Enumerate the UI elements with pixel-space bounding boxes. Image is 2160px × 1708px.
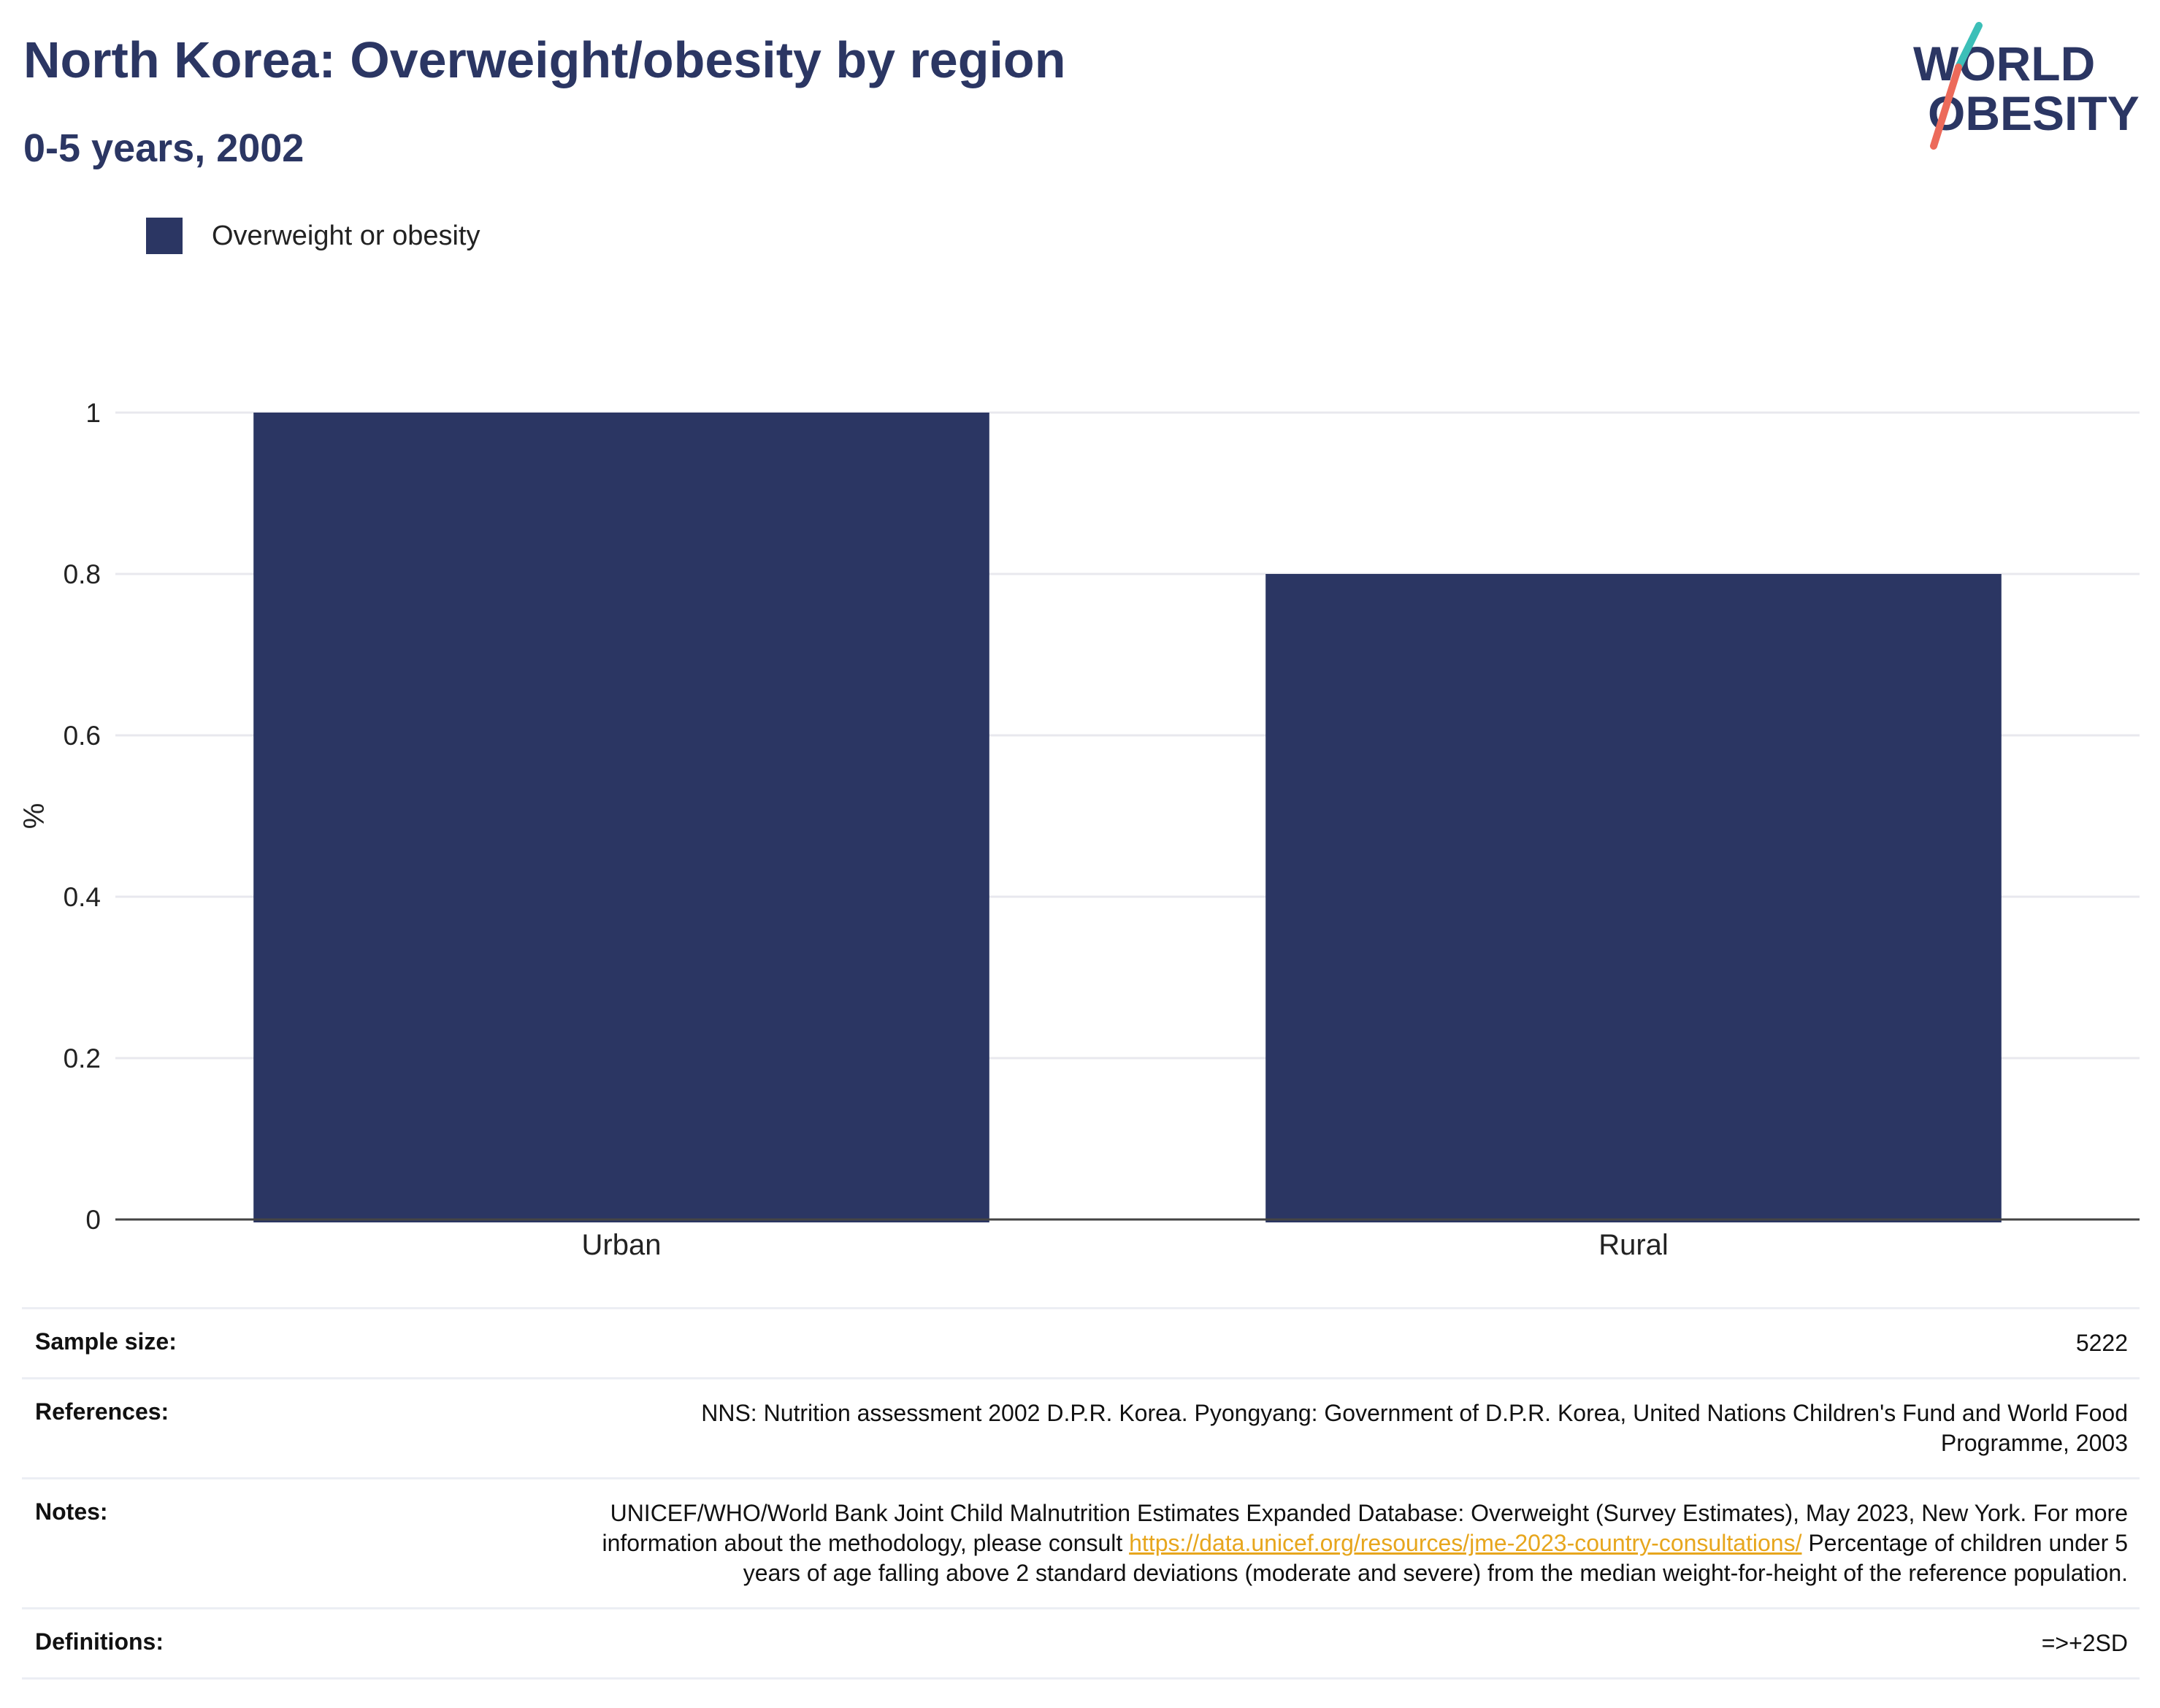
references-label: References: — [35, 1398, 169, 1425]
info-row-notes: Notes: UNICEF/WHO/World Bank Joint Child… — [22, 1477, 2140, 1607]
y-tick-label: 1 — [85, 398, 101, 428]
sample-size-label: Sample size: — [35, 1328, 177, 1355]
legend-swatch — [146, 218, 183, 254]
legend: Overweight or obesity — [146, 218, 480, 254]
bars — [253, 413, 2002, 1222]
y-axis-label: % — [18, 803, 50, 830]
logo-line1: WORLD — [1913, 37, 2095, 91]
x-tick-labels: Urban Rural — [582, 1229, 1669, 1261]
logo-line2: OBESITY — [1928, 86, 2140, 140]
bar-urban — [253, 413, 989, 1222]
y-tick-label: 0.8 — [64, 559, 101, 589]
x-tick-label: Rural — [1598, 1229, 1669, 1261]
y-tick-label: 0 — [85, 1205, 101, 1235]
definitions-value: =>+2SD — [2041, 1630, 2128, 1656]
notes-label: Notes: — [35, 1498, 108, 1525]
notes-value: UNICEF/WHO/World Bank Joint Child Malnut… — [580, 1498, 2128, 1588]
y-tick-labels: 0 0.2 0.4 0.6 0.8 1 — [64, 398, 101, 1235]
notes-text-after: Percentage of children under 5 years of … — [743, 1530, 2128, 1586]
logo-slash-top — [1955, 22, 1983, 71]
x-tick-label: Urban — [582, 1229, 662, 1261]
chart-title: North Korea: Overweight/obesity by regio… — [23, 31, 1066, 88]
bar-rural — [1265, 574, 2002, 1222]
definitions-label: Definitions: — [35, 1628, 164, 1655]
chart-subtitle: 0-5 years, 2002 — [23, 126, 305, 170]
y-tick-label: 0.4 — [64, 882, 101, 912]
world-obesity-logo: WORLD OBESITY — [1913, 22, 2140, 150]
y-tick-label: 0.6 — [64, 721, 101, 751]
info-row-definitions: Definitions: =>+2SD — [22, 1607, 2140, 1680]
info-table: Sample size: 5222 References: NNS: Nutri… — [22, 1307, 2140, 1680]
sample-size-value: 5222 — [2075, 1330, 2128, 1356]
bar-chart: 0 0.2 0.4 0.6 0.8 1 Urban Rural % — [18, 398, 2140, 1261]
legend-label: Overweight or obesity — [212, 220, 480, 251]
info-row-sample-size: Sample size: 5222 — [22, 1307, 2140, 1377]
info-row-references: References: NNS: Nutrition assessment 20… — [22, 1377, 2140, 1477]
notes-text-before: UNICEF/WHO/World Bank Joint Child Malnut… — [602, 1500, 2128, 1556]
logo-slash-bottom — [1930, 64, 1962, 150]
references-value: NNS: Nutrition assessment 2002 D.P.R. Ko… — [701, 1400, 2128, 1456]
notes-link[interactable]: https://data.unicef.org/resources/jme-20… — [1129, 1530, 1802, 1556]
y-tick-label: 0.2 — [64, 1043, 101, 1073]
